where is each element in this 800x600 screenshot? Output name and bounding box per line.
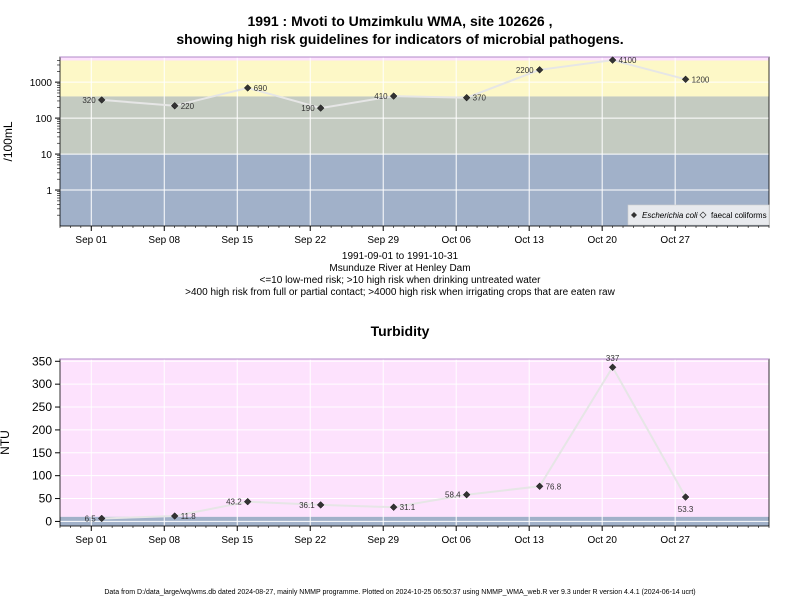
data-point (97, 96, 106, 104)
x-tick-label: Oct 13 (514, 235, 544, 246)
data-label: 6.5 (85, 514, 97, 523)
data-point (170, 512, 179, 520)
x-tick-label: Sep 29 (367, 235, 399, 246)
x-tick-label: Sep 22 (294, 235, 326, 246)
data-label: 36.1 (299, 501, 315, 510)
x-tick-label: Sep 15 (221, 535, 253, 546)
data-label: 53.3 (678, 505, 694, 514)
data-point (462, 490, 471, 499)
data-point (608, 56, 617, 64)
data-point (243, 84, 252, 92)
data-point (316, 104, 325, 112)
data-label: 190 (301, 104, 315, 113)
y-tick-label: 150 (32, 446, 52, 460)
data-point (389, 92, 398, 100)
legend-box (627, 204, 770, 226)
y-tick-label: 1 (46, 186, 52, 197)
data-label: 76.8 (546, 482, 562, 491)
x-tick-label: Sep 22 (294, 535, 326, 546)
y-tick-label: 50 (39, 492, 53, 506)
x-tick-label: Oct 20 (587, 235, 617, 246)
date-range-label: 1991-09-01 to 1991-10-31 (341, 251, 459, 262)
data-point (681, 75, 690, 84)
legend-ecoli-label: Escherichia coli (642, 211, 698, 220)
data-label: 1200 (692, 75, 710, 84)
data-point (462, 93, 471, 102)
data-label: 11.8 (181, 512, 197, 521)
y-tick-label: 10 (41, 150, 53, 161)
data-point (681, 493, 690, 501)
turbidity-title: Turbidity (370, 323, 430, 339)
x-tick-label: Sep 08 (148, 235, 180, 246)
footer-note: Data from D:/data_large/wq/wms.db dated … (104, 589, 696, 596)
chart-title-line-2: showing high risk guidelines for indicat… (176, 31, 624, 47)
x-tick-label: Oct 20 (587, 535, 617, 546)
x-tick-label: Oct 27 (660, 235, 690, 246)
y-tick-label: 1000 (30, 78, 53, 89)
data-point (316, 501, 325, 509)
x-tick-label: Sep 01 (75, 535, 107, 546)
y-tick-label: 350 (32, 354, 52, 368)
legend-fc-label: faecal coliforms (711, 211, 767, 220)
y-tick-label: 250 (32, 400, 52, 414)
legend-fc-marker (699, 211, 707, 219)
risk-note-1: <=10 low-med risk; >10 high risk when dr… (259, 275, 541, 286)
data-label: 4100 (619, 56, 637, 65)
y-tick-label: 200 (32, 423, 52, 437)
data-label: 58.4 (445, 491, 461, 500)
data-label: 410 (374, 92, 388, 101)
data-point (170, 102, 179, 110)
x-tick-label: Oct 13 (514, 535, 544, 546)
data-label: 31.1 (400, 503, 416, 512)
data-label: 370 (473, 94, 487, 103)
x-tick-label: Sep 29 (367, 535, 399, 546)
y-tick-label: 100 (32, 469, 52, 483)
x-tick-label: Oct 27 (660, 535, 690, 546)
x-tick-label: Sep 01 (75, 235, 107, 246)
risk-note-2: >400 high risk from full or partial cont… (185, 287, 615, 298)
data-point (389, 503, 398, 511)
legend-ecoli-marker (631, 212, 637, 218)
y-tick-label: 0 (45, 514, 52, 528)
data-point (535, 66, 544, 74)
band-high-risk-contact (60, 60, 769, 97)
data-label: 337 (606, 354, 620, 363)
data-label: 320 (82, 96, 96, 105)
data-label: 43.2 (226, 498, 242, 507)
band-very-high-risk (60, 57, 769, 61)
x-tick-label: Sep 15 (221, 235, 253, 246)
data-point (243, 497, 252, 506)
data-point (535, 482, 544, 491)
data-point (97, 514, 106, 523)
station-label: Msunduze River at Henley Dam (329, 263, 471, 274)
chart-title-line-1: 1991 : Mvoti to Umzimkulu WMA, site 1026… (247, 13, 553, 29)
y-tick-label: 300 (32, 377, 52, 391)
turbidity-background (60, 359, 769, 517)
data-label: 220 (181, 102, 195, 111)
y-axis-label: /100mL (1, 121, 15, 161)
data-point (608, 363, 617, 371)
x-tick-label: Oct 06 (441, 535, 471, 546)
data-label: 690 (254, 84, 268, 93)
y-tick-label: 100 (35, 114, 52, 125)
x-tick-label: Oct 06 (441, 235, 471, 246)
x-tick-label: Sep 08 (148, 535, 180, 546)
data-label: 2200 (516, 66, 534, 75)
y-axis-label: NTU (0, 430, 12, 455)
